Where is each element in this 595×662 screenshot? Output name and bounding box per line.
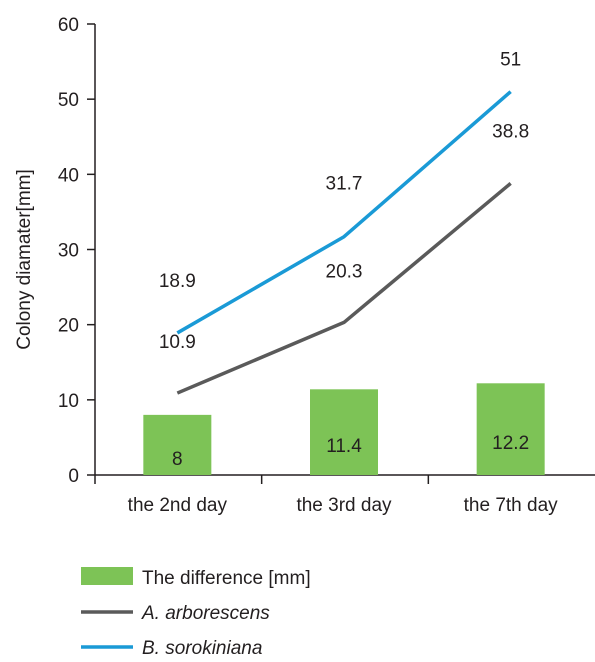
bar-difference xyxy=(476,383,545,475)
y-tick-label: 10 xyxy=(58,391,79,412)
y-ticks: 0 10 20 30 40 50 60 xyxy=(58,15,95,487)
bar-difference xyxy=(310,389,378,475)
legend-item-a-arborescens: A. arborescens xyxy=(81,603,270,624)
y-tick-label: 40 xyxy=(58,165,79,186)
x-tick-label: the 7th day xyxy=(464,495,559,516)
line-data-label: 18.9 xyxy=(159,271,196,292)
legend-label-b-sorokiniana: B. sorokiniana xyxy=(142,638,262,659)
line-data-label: 20.3 xyxy=(326,261,363,282)
y-tick-label: 20 xyxy=(58,316,79,337)
x-tick-label: the 2nd day xyxy=(128,495,228,516)
legend-item-difference: The difference [mm] xyxy=(81,567,311,589)
line-data-label: 38.8 xyxy=(492,121,529,142)
line-data-label: 10.9 xyxy=(159,332,196,353)
bar-series: 8 11.4 12.2 xyxy=(143,383,545,475)
y-tick-label: 30 xyxy=(58,241,79,262)
series-line xyxy=(176,182,512,395)
line-series-b-sorokiniana: 18.9 31.7 51 xyxy=(159,50,521,335)
legend-label-difference: The difference [mm] xyxy=(142,568,311,589)
y-tick-label: 0 xyxy=(68,466,79,487)
bar-difference xyxy=(143,414,212,475)
bar-data-label: 8 xyxy=(172,449,183,470)
legend-item-b-sorokiniana: B. sorokiniana xyxy=(81,638,262,659)
y-tick-label: 60 xyxy=(58,15,79,36)
legend-swatch-difference xyxy=(81,567,133,585)
bar-data-label: 11.4 xyxy=(326,436,362,457)
bar-data-label: 12.2 xyxy=(492,433,529,454)
line-data-label: 51 xyxy=(500,50,521,71)
line-data-label: 31.7 xyxy=(326,174,363,195)
series-line xyxy=(176,90,512,335)
legend: The difference [mm] A. arborescens B. so… xyxy=(81,567,311,659)
x-ticks: the 2nd day the 3rd day the 7th day xyxy=(94,475,559,516)
y-axis-title: Colony diamater[mm] xyxy=(14,169,35,350)
line-series-a-arborescens: 10.9 20.3 38.8 xyxy=(159,121,529,395)
legend-label-a-arborescens: A. arborescens xyxy=(141,603,270,624)
line-series-group: 10.9 20.3 38.8 18.9 31.7 51 xyxy=(159,50,529,395)
x-tick-label: the 3rd day xyxy=(296,495,392,516)
y-tick-label: 50 xyxy=(58,90,79,111)
